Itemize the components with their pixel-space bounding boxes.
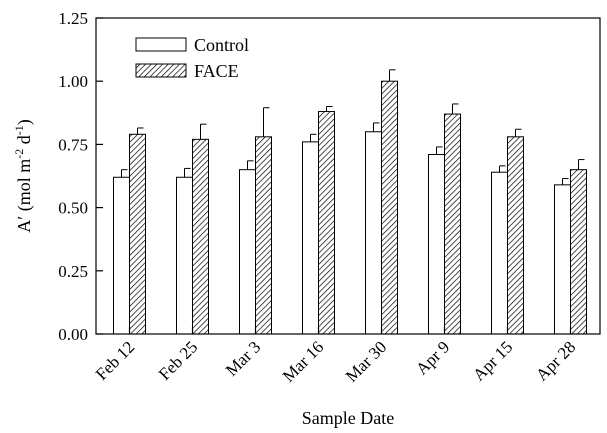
y-tick-label-1: 0.25 bbox=[58, 262, 88, 281]
bar-face-4 bbox=[381, 80, 398, 335]
y-tick-label-5: 1.25 bbox=[58, 9, 88, 28]
x-axis: Feb 12 Feb 25 Mar 3 Mar 16 Mar 30 Apr 9 Apr 15… bbox=[92, 327, 579, 386]
bar-face-1 bbox=[192, 138, 209, 335]
y-tick-label-4: 1.00 bbox=[58, 72, 88, 91]
bar-control-6 bbox=[491, 171, 508, 335]
y-axis-label-exp1: -2 bbox=[12, 149, 26, 159]
legend-label-control: Control bbox=[194, 35, 249, 55]
legend: Control FACE bbox=[135, 35, 249, 81]
bar-face-7 bbox=[570, 169, 587, 335]
bar-control-4 bbox=[365, 131, 382, 335]
plot-frame bbox=[95, 17, 601, 335]
bar-control-5 bbox=[428, 154, 445, 335]
y-axis: 0.00 0.25 0.50 0.75 1.00 1.25 bbox=[58, 9, 103, 344]
x-tick-label-0: Feb 12 bbox=[92, 337, 138, 383]
bar-face-5 bbox=[444, 113, 461, 335]
bar-control-1 bbox=[176, 176, 193, 335]
x-tick-label-4: Mar 30 bbox=[342, 337, 390, 385]
y-axis-label-exp2: -1 bbox=[12, 125, 26, 135]
x-tick-label-7: Apr 28 bbox=[532, 337, 579, 384]
x-tick-label-1: Feb 25 bbox=[155, 337, 201, 383]
legend-label-face: FACE bbox=[194, 61, 239, 81]
x-tick-label-2: Mar 3 bbox=[222, 337, 264, 379]
legend-swatch-control bbox=[135, 37, 187, 52]
bar-face-6 bbox=[507, 136, 524, 335]
x-tick-label-3: Mar 16 bbox=[279, 337, 327, 385]
y-axis-label-mid: d bbox=[14, 135, 34, 149]
y-axis-label-prefix: A′ (mol m bbox=[14, 159, 35, 233]
error-bars-layer bbox=[121, 69, 585, 185]
y-axis-label-suffix: ) bbox=[14, 119, 35, 125]
bar-control-3 bbox=[302, 141, 319, 335]
y-tick-label-0: 0.00 bbox=[58, 325, 88, 344]
bars-layer bbox=[113, 80, 587, 335]
x-axis-label: Sample Date bbox=[302, 408, 394, 428]
y-axis-label: A′ (mol m-2 d-1) bbox=[12, 119, 35, 232]
y-tick-label-2: 0.50 bbox=[58, 199, 88, 218]
bar-control-2 bbox=[239, 169, 256, 335]
bar-face-0 bbox=[129, 133, 146, 335]
bar-control-7 bbox=[554, 184, 571, 335]
y-tick-label-3: 0.75 bbox=[58, 135, 88, 154]
bar-face-3 bbox=[318, 111, 335, 335]
bar-face-2 bbox=[255, 136, 272, 335]
legend-swatch-face bbox=[135, 63, 187, 78]
x-tick-label-6: Apr 15 bbox=[469, 337, 516, 384]
bar-control-0 bbox=[113, 176, 130, 335]
x-tick-label-5: Apr 9 bbox=[412, 337, 453, 378]
